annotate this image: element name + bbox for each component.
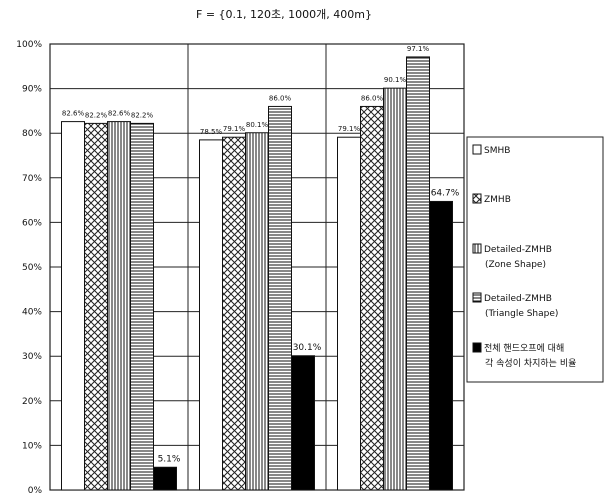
legend-label: SMHB (484, 146, 510, 156)
bar (130, 122, 154, 491)
data-label: 82.6% (62, 110, 85, 118)
bar (153, 466, 177, 491)
data-label: 86.0% (361, 94, 384, 102)
legend-box (466, 136, 604, 383)
bar (107, 121, 131, 491)
data-label: 90.1% (384, 76, 407, 84)
y-tick-label: 60% (22, 218, 42, 228)
data-label: 30.1% (293, 343, 322, 353)
data-label: 5.1% (158, 454, 181, 464)
data-label: 86.0% (269, 94, 292, 102)
bar (61, 121, 85, 491)
legend-label: 전체 핸드오프에 대해 (484, 342, 564, 354)
data-label: 79.1% (223, 125, 246, 133)
legend-swatch (472, 243, 482, 254)
chart-title: F = {0.1, 120초, 1000개, 400m} (196, 8, 372, 21)
bar (84, 122, 108, 491)
legend-label: Detailed-ZMHB (484, 294, 552, 304)
bar (245, 132, 269, 491)
y-tick-label: 0% (28, 486, 43, 496)
legend-swatch (472, 342, 482, 353)
legend-swatch (472, 144, 482, 155)
data-label: 82.6% (108, 110, 131, 118)
bar (291, 355, 315, 491)
legend-swatch (472, 292, 482, 303)
bar (199, 139, 223, 491)
data-label: 82.2% (131, 111, 154, 119)
y-tick-label: 20% (22, 397, 42, 407)
legend-swatch (472, 193, 482, 204)
y-tick-label: 30% (22, 352, 42, 362)
y-tick-label: 100% (16, 40, 42, 50)
bar (360, 105, 384, 491)
y-tick-label: 80% (22, 129, 42, 139)
data-label: 79.1% (338, 125, 361, 133)
legend-label: 각 속성이 차지하는 비율 (485, 357, 576, 369)
bar (337, 136, 361, 491)
data-label: 64.7% (431, 188, 460, 198)
legend-label: (Triangle Shape) (485, 309, 558, 319)
bar (268, 105, 292, 491)
y-tick-label: 40% (22, 308, 42, 318)
legend-label: (Zone Shape) (485, 260, 546, 270)
bar (383, 87, 407, 491)
y-tick-label: 70% (22, 174, 42, 184)
y-tick-label: 90% (22, 85, 42, 95)
bar (429, 200, 453, 491)
data-label: 97.1% (407, 45, 430, 53)
legend-label: ZMHB (484, 195, 511, 205)
data-label: 82.2% (85, 111, 108, 119)
plot-area: 0% 10% 20% 30% 40% 50% 60% 70% 80% 90% 100% 82.6% 78… (16, 40, 465, 496)
y-tick-label: 50% (22, 263, 42, 273)
bar (222, 136, 246, 491)
data-label: 78.5% (200, 128, 223, 136)
bar (406, 56, 430, 491)
legend: SMHB ZMHB Detailed-ZMHB (Zone Shape) Detaile… (466, 136, 604, 383)
legend-label: Detailed-ZMHB (484, 245, 552, 255)
data-label: 80.1% (246, 121, 269, 129)
y-tick-label: 10% (22, 441, 42, 451)
